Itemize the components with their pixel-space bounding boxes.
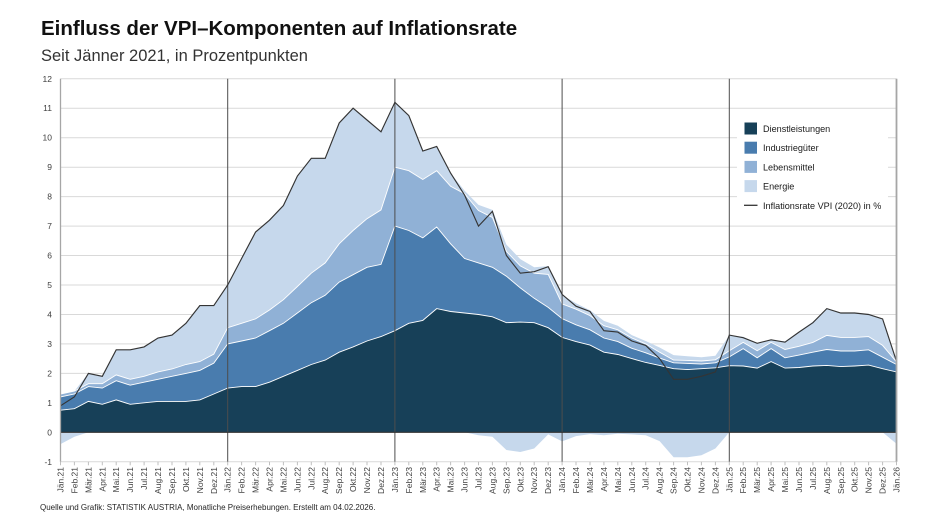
svg-text:Apr.25: Apr.25 <box>766 467 776 492</box>
svg-text:5: 5 <box>47 280 52 290</box>
svg-text:Feb.22: Feb.22 <box>237 467 247 494</box>
svg-text:Apr.21: Apr.21 <box>97 467 107 492</box>
svg-text:7: 7 <box>47 221 52 231</box>
svg-text:Jul.22: Jul.22 <box>306 467 316 490</box>
svg-text:Nov.21: Nov.21 <box>195 467 205 494</box>
svg-text:Aug.22: Aug.22 <box>320 467 330 494</box>
svg-text:Dienstleistungen: Dienstleistungen <box>763 124 830 134</box>
svg-text:Sep.21: Sep.21 <box>167 467 177 494</box>
svg-text:11: 11 <box>43 103 52 113</box>
svg-text:-1: -1 <box>44 457 52 467</box>
svg-text:Mai.21: Mai.21 <box>111 467 121 493</box>
svg-text:Jän.22: Jän.22 <box>223 467 233 493</box>
svg-text:Energie: Energie <box>763 182 794 192</box>
svg-text:Industriegüter: Industriegüter <box>763 143 819 153</box>
svg-text:8: 8 <box>47 192 52 202</box>
svg-text:Dez.25: Dez.25 <box>878 467 888 494</box>
svg-text:Feb.25: Feb.25 <box>738 467 748 494</box>
svg-text:Jun.21: Jun.21 <box>125 467 135 493</box>
svg-text:9: 9 <box>47 162 52 172</box>
svg-text:Nov.24: Nov.24 <box>696 467 706 494</box>
svg-text:Aug.21: Aug.21 <box>153 467 163 494</box>
svg-text:Mai.24: Mai.24 <box>613 467 623 493</box>
svg-text:Jul.25: Jul.25 <box>808 467 818 490</box>
svg-text:Lebensmittel: Lebensmittel <box>763 162 815 172</box>
svg-text:10: 10 <box>43 133 53 143</box>
svg-text:Aug.25: Aug.25 <box>822 467 832 494</box>
svg-text:Jun.22: Jun.22 <box>292 467 302 493</box>
svg-text:Sep.25: Sep.25 <box>836 467 846 494</box>
svg-text:Mai.22: Mai.22 <box>278 467 288 493</box>
svg-text:Jän.24: Jän.24 <box>557 467 567 493</box>
svg-text:Nov.22: Nov.22 <box>362 467 372 494</box>
svg-text:Inflationsrate VPI (2020) in %: Inflationsrate VPI (2020) in % <box>763 201 881 211</box>
svg-text:Okt.25: Okt.25 <box>850 467 860 492</box>
svg-text:Mär.22: Mär.22 <box>251 467 261 493</box>
svg-text:Jul.24: Jul.24 <box>641 467 651 490</box>
svg-text:3: 3 <box>47 339 52 349</box>
svg-text:Mär.21: Mär.21 <box>83 467 93 493</box>
svg-text:Dez.21: Dez.21 <box>209 467 219 494</box>
svg-text:Dez.23: Dez.23 <box>543 467 553 494</box>
svg-text:Okt.22: Okt.22 <box>348 467 358 492</box>
svg-text:Sep.23: Sep.23 <box>501 467 511 494</box>
svg-text:Aug.24: Aug.24 <box>655 467 665 494</box>
svg-text:Jän.26: Jän.26 <box>892 467 902 493</box>
svg-text:Nov.23: Nov.23 <box>529 467 539 494</box>
svg-text:Jul.23: Jul.23 <box>474 467 484 490</box>
svg-text:Jun.24: Jun.24 <box>627 467 637 493</box>
svg-text:2: 2 <box>47 368 52 378</box>
svg-text:Okt.21: Okt.21 <box>181 467 191 492</box>
svg-text:6: 6 <box>47 251 52 261</box>
svg-text:Feb.21: Feb.21 <box>69 467 79 494</box>
svg-text:Aug.23: Aug.23 <box>487 467 497 494</box>
svg-text:Mai.23: Mai.23 <box>446 467 456 493</box>
svg-text:Feb.24: Feb.24 <box>571 467 581 494</box>
svg-text:Apr.24: Apr.24 <box>599 467 609 492</box>
svg-text:Apr.22: Apr.22 <box>265 467 275 492</box>
svg-text:0: 0 <box>47 427 52 437</box>
svg-text:Mär.24: Mär.24 <box>585 467 595 493</box>
svg-text:Jän.21: Jän.21 <box>56 467 66 493</box>
svg-text:Jän.25: Jän.25 <box>724 467 734 493</box>
svg-text:4: 4 <box>47 310 52 320</box>
svg-text:Dez.22: Dez.22 <box>376 467 386 494</box>
svg-text:Jun.25: Jun.25 <box>794 467 804 493</box>
svg-text:Jun.23: Jun.23 <box>460 467 470 493</box>
svg-text:Mär.25: Mär.25 <box>752 467 762 493</box>
svg-text:Sep.24: Sep.24 <box>669 467 679 494</box>
svg-text:Nov.25: Nov.25 <box>864 467 874 494</box>
svg-text:Feb.23: Feb.23 <box>404 467 414 494</box>
svg-text:12: 12 <box>43 74 53 84</box>
svg-text:Jän.23: Jän.23 <box>390 467 400 493</box>
svg-text:Mär.23: Mär.23 <box>418 467 428 493</box>
svg-text:Mai.25: Mai.25 <box>780 467 790 493</box>
svg-text:Okt.23: Okt.23 <box>515 467 525 492</box>
svg-text:Sep.22: Sep.22 <box>334 467 344 494</box>
svg-text:Apr.23: Apr.23 <box>432 467 442 492</box>
svg-text:1: 1 <box>47 398 52 408</box>
svg-text:Okt.24: Okt.24 <box>683 467 693 492</box>
svg-text:Dez.24: Dez.24 <box>710 467 720 494</box>
svg-text:Jul.21: Jul.21 <box>139 467 149 490</box>
